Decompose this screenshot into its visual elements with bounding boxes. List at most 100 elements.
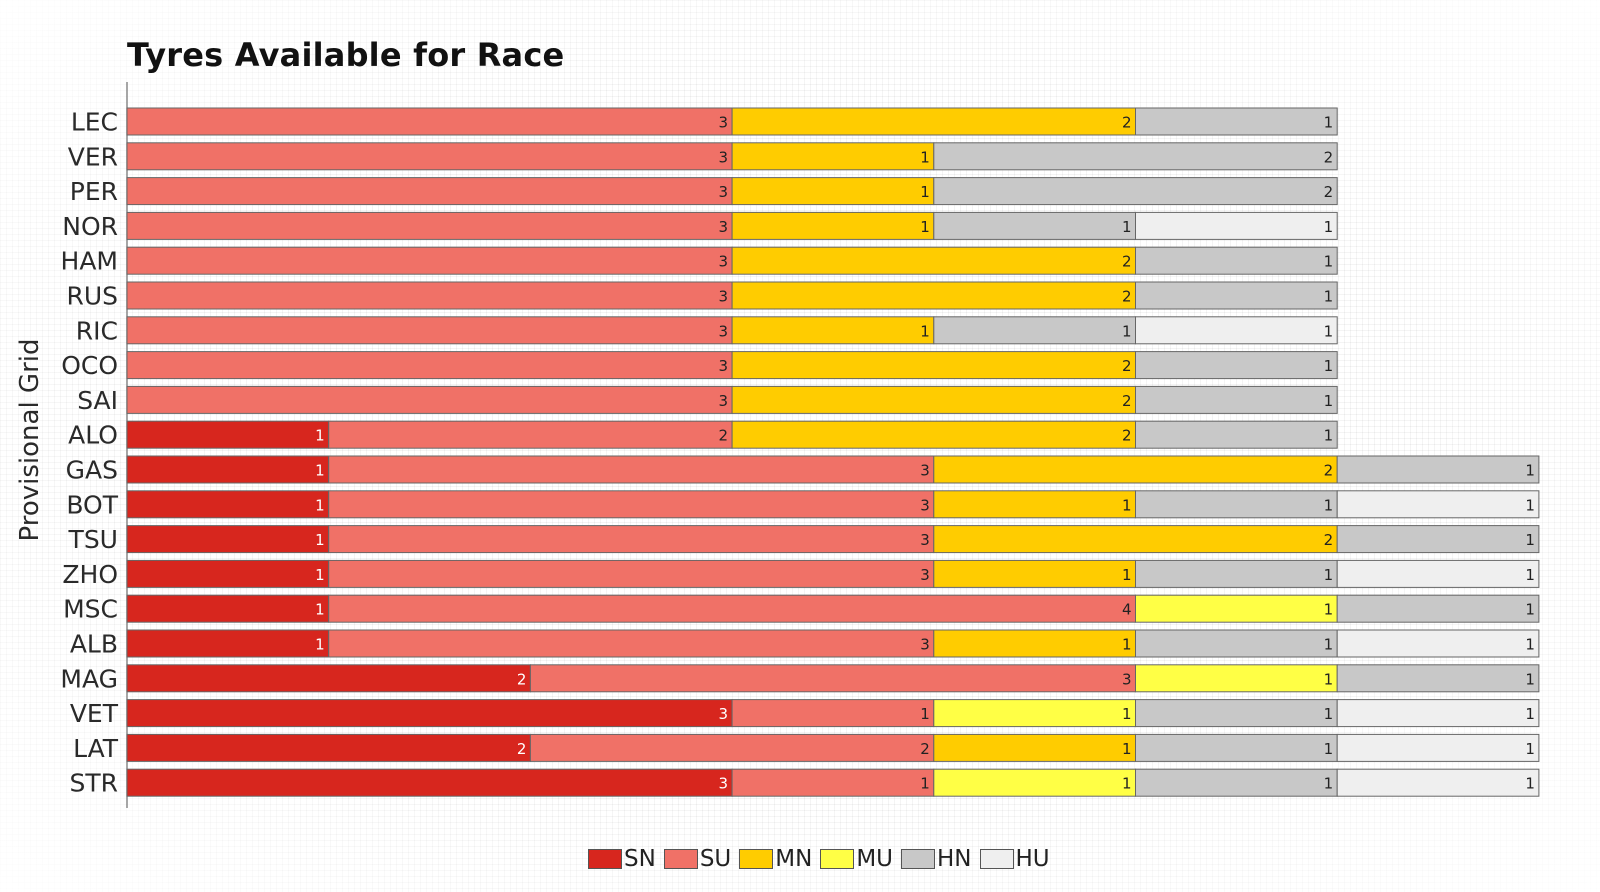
bar-value-label: 2 bbox=[517, 740, 527, 758]
bar-value-label: 1 bbox=[315, 636, 325, 654]
bar-value-label: 1 bbox=[1122, 322, 1132, 340]
bar-segment bbox=[933, 525, 1338, 554]
bar-value-label: 1 bbox=[1324, 427, 1334, 445]
bar-segment bbox=[126, 142, 733, 171]
bar-value-label: 3 bbox=[920, 531, 930, 549]
bar-value-label: 3 bbox=[719, 392, 729, 410]
bar-segment bbox=[1135, 316, 1338, 345]
bar-segment bbox=[1135, 351, 1338, 380]
bar-value-label: 1 bbox=[1324, 775, 1334, 793]
bar-segment bbox=[731, 699, 935, 728]
bar-segment bbox=[529, 664, 1136, 693]
bar-value-label: 3 bbox=[719, 148, 729, 166]
bar-value-label: 2 bbox=[920, 740, 930, 758]
bar-segment bbox=[1135, 211, 1338, 240]
y-tick-label: ZHO bbox=[62, 560, 118, 589]
bar-segment bbox=[933, 733, 1136, 762]
bar-segment bbox=[1336, 559, 1540, 588]
bar-value-label: 1 bbox=[920, 183, 930, 201]
chart-legend: SN SU MN MU HN HU bbox=[588, 846, 1058, 872]
bar-segment bbox=[1336, 594, 1540, 623]
bar-value-label: 1 bbox=[315, 601, 325, 619]
legend-swatch bbox=[739, 849, 774, 869]
y-tick-label: SAI bbox=[77, 386, 118, 415]
legend-label: HN bbox=[937, 846, 972, 872]
bar-value-label: 1 bbox=[1122, 705, 1132, 723]
bar-segment bbox=[933, 768, 1136, 797]
legend-swatch bbox=[979, 849, 1014, 869]
bar-segment bbox=[1336, 525, 1540, 554]
legend-item: SN bbox=[588, 846, 656, 872]
bar-value-label: 4 bbox=[1122, 601, 1132, 619]
legend-item: HN bbox=[901, 846, 972, 872]
bar-value-label: 1 bbox=[1525, 496, 1535, 514]
bar-value-label: 1 bbox=[1525, 705, 1535, 723]
legend-label: SN bbox=[624, 846, 656, 872]
bar-segment bbox=[731, 142, 935, 171]
bar-value-label: 2 bbox=[1122, 357, 1132, 375]
legend-item: HU bbox=[979, 846, 1050, 872]
bar-segment bbox=[933, 142, 1338, 171]
bar-value-label: 3 bbox=[719, 114, 729, 132]
bar-segment bbox=[933, 559, 1136, 588]
y-tick-label: ALO bbox=[68, 421, 118, 450]
bar-value-label: 1 bbox=[1324, 705, 1334, 723]
y-tick-label: VET bbox=[70, 699, 119, 728]
bar-segment bbox=[126, 385, 733, 414]
legend-swatch bbox=[901, 849, 935, 869]
bar-value-label: 3 bbox=[719, 183, 729, 201]
bar-value-label: 3 bbox=[719, 357, 729, 375]
y-tick-label: VER bbox=[68, 142, 118, 171]
bar-segment bbox=[1135, 385, 1338, 414]
bar-segment bbox=[1135, 664, 1338, 693]
y-tick-label: GAS bbox=[66, 456, 118, 485]
bar-segment bbox=[328, 559, 935, 588]
bar-segment bbox=[126, 768, 733, 797]
bar-value-label: 1 bbox=[1324, 496, 1334, 514]
bar-segment bbox=[529, 733, 935, 762]
bar-value-label: 3 bbox=[719, 218, 729, 236]
bar-value-label: 2 bbox=[719, 427, 729, 445]
bar-segment bbox=[933, 211, 1136, 240]
bar-value-label: 1 bbox=[1525, 462, 1535, 480]
bar-value-label: 1 bbox=[920, 705, 930, 723]
bar-value-label: 1 bbox=[315, 496, 325, 514]
bar-segment bbox=[731, 177, 935, 206]
bar-segment bbox=[933, 699, 1136, 728]
bar-value-label: 1 bbox=[1122, 218, 1132, 236]
bar-segment bbox=[126, 455, 330, 484]
bar-value-label: 1 bbox=[315, 531, 325, 549]
bar-value-label: 1 bbox=[1324, 566, 1334, 584]
bar-value-label: 1 bbox=[1525, 670, 1535, 688]
bar-value-label: 1 bbox=[1122, 566, 1132, 584]
y-tick-label: LEC bbox=[71, 108, 118, 137]
y-tick-label: MAG bbox=[60, 664, 118, 693]
bar-segment bbox=[933, 490, 1136, 519]
bar-segment bbox=[126, 316, 733, 345]
bar-value-label: 3 bbox=[1122, 670, 1132, 688]
bar-segment bbox=[328, 525, 935, 554]
legend-swatch bbox=[663, 849, 698, 869]
bar-value-label: 1 bbox=[920, 322, 930, 340]
bar-segment bbox=[328, 490, 935, 519]
legend-label: MN bbox=[775, 846, 813, 872]
bar-segment bbox=[126, 490, 330, 519]
bar-segment bbox=[1135, 768, 1338, 797]
bar-value-label: 1 bbox=[1324, 392, 1334, 410]
legend-item: MU bbox=[820, 846, 893, 872]
bar-segment bbox=[933, 455, 1338, 484]
bar-value-label: 1 bbox=[1324, 322, 1334, 340]
bar-value-label: 1 bbox=[1324, 670, 1334, 688]
bar-value-label: 1 bbox=[1122, 496, 1132, 514]
chart-title: Tyres Available for Race bbox=[127, 36, 565, 74]
bar-segment bbox=[731, 420, 1136, 449]
bar-segment bbox=[1135, 733, 1338, 762]
bar-value-label: 1 bbox=[315, 566, 325, 584]
bar-value-label: 3 bbox=[920, 462, 930, 480]
bar-segment bbox=[126, 629, 330, 658]
bar-segment bbox=[1336, 490, 1540, 519]
bar-value-label: 1 bbox=[1324, 357, 1334, 375]
legend-item: SU bbox=[663, 846, 731, 872]
bar-value-label: 1 bbox=[1525, 601, 1535, 619]
y-tick-label: PER bbox=[70, 177, 118, 206]
